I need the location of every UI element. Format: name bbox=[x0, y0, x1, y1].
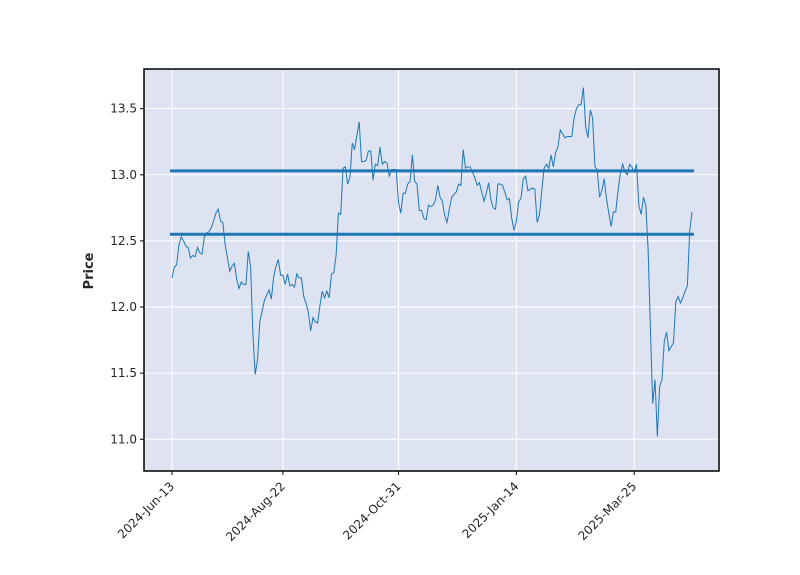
y-axis-label: Price bbox=[82, 252, 97, 289]
y-tick-label: 11.0 bbox=[110, 432, 137, 446]
y-tick-label: 12.0 bbox=[110, 300, 137, 314]
plot-background bbox=[144, 69, 719, 471]
y-tick-label: 13.0 bbox=[110, 168, 137, 182]
x-tick-label: 2025-Jan-14 bbox=[460, 479, 522, 541]
y-tick-label: 11.5 bbox=[110, 366, 137, 380]
y-tick-label: 12.5 bbox=[110, 234, 137, 248]
x-tick-label: 2025-Mar-25 bbox=[575, 479, 639, 543]
x-tick-label: 2024-Aug-22 bbox=[223, 479, 288, 544]
grid bbox=[144, 69, 719, 471]
plot-frame bbox=[143, 68, 720, 472]
y-tick-label: 13.5 bbox=[110, 102, 137, 116]
x-tick-label: 2024-Jun-13 bbox=[115, 479, 177, 541]
price-series-line bbox=[171, 87, 693, 437]
horizontal-lines bbox=[170, 169, 694, 236]
x-tick-label: 2024-Oct-31 bbox=[340, 479, 403, 542]
